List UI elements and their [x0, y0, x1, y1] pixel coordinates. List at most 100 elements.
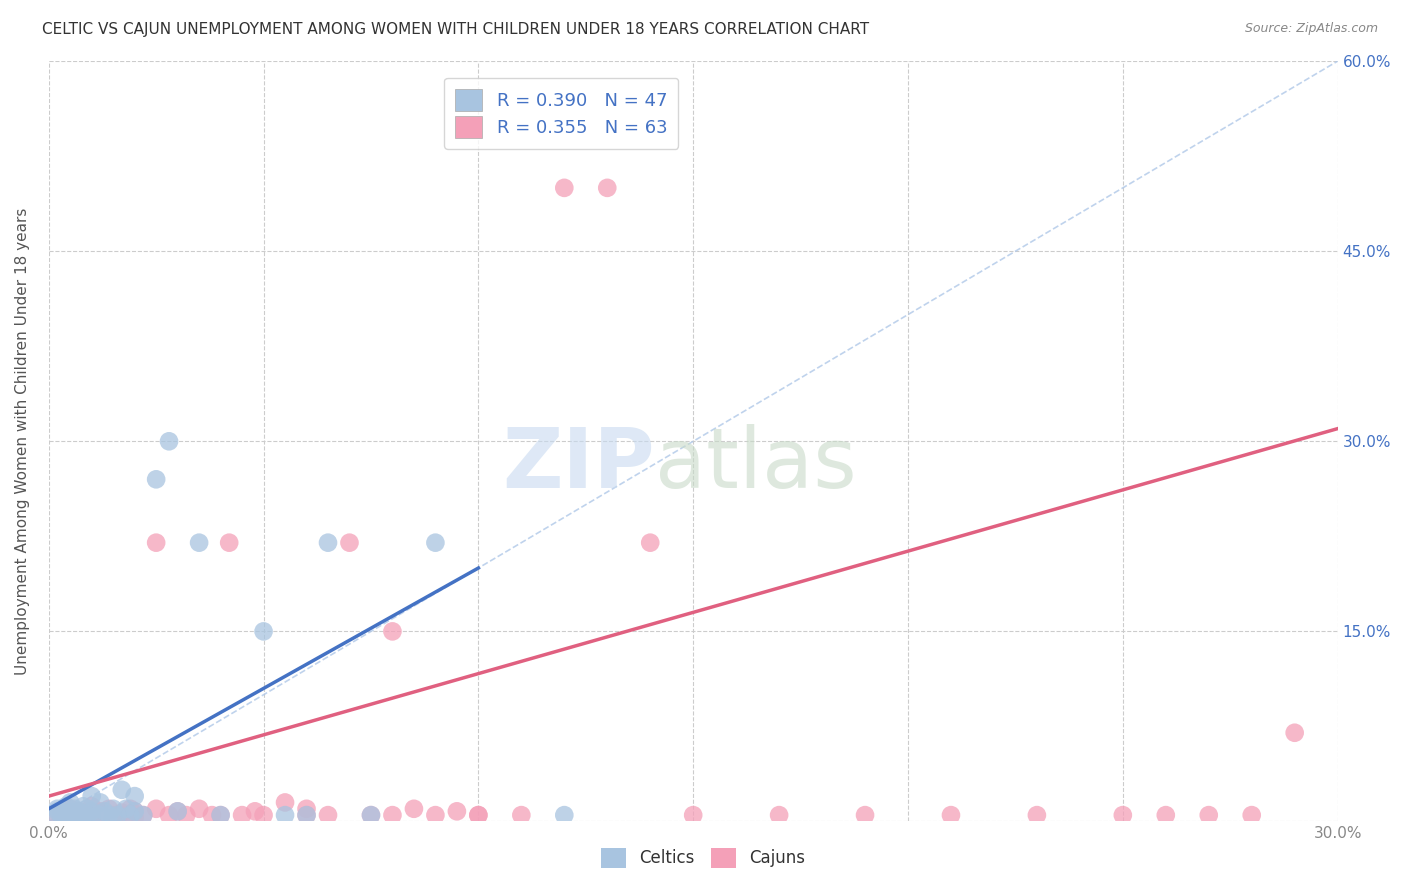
Point: [89, 808, 111, 822]
Point: [596, 181, 619, 195]
Point: [316, 535, 339, 549]
Point: [188, 802, 211, 816]
Point: [939, 808, 962, 822]
Point: [174, 808, 197, 822]
Point: [553, 181, 575, 195]
Point: [63, 808, 86, 822]
Point: [145, 535, 167, 549]
Point: [67, 805, 90, 819]
Point: [67, 811, 90, 825]
Point: [124, 789, 146, 804]
Point: [97, 808, 120, 822]
Text: CELTIC VS CAJUN UNEMPLOYMENT AMONG WOMEN WITH CHILDREN UNDER 18 YEARS CORRELATIO: CELTIC VS CAJUN UNEMPLOYMENT AMONG WOMEN…: [42, 22, 869, 37]
Point: [381, 808, 404, 822]
Point: [402, 802, 425, 816]
Point: [76, 811, 98, 825]
Point: [103, 802, 125, 816]
Point: [166, 805, 188, 819]
Point: [145, 802, 167, 816]
Text: ZIP: ZIP: [502, 424, 655, 505]
Point: [80, 805, 103, 819]
Point: [853, 808, 876, 822]
Point: [72, 811, 94, 825]
Point: [59, 802, 82, 816]
Point: [59, 811, 82, 825]
Point: [145, 472, 167, 486]
Point: [46, 805, 69, 819]
Point: [107, 811, 129, 825]
Point: [120, 802, 142, 816]
Point: [59, 796, 82, 810]
Point: [638, 535, 661, 549]
Point: [553, 808, 575, 822]
Point: [1025, 808, 1047, 822]
Point: [425, 808, 447, 822]
Point: [295, 802, 318, 816]
Point: [360, 808, 382, 822]
Point: [381, 624, 404, 639]
Point: [93, 808, 115, 822]
Point: [231, 808, 253, 822]
Text: Source: ZipAtlas.com: Source: ZipAtlas.com: [1244, 22, 1378, 36]
Point: [51, 811, 73, 825]
Point: [103, 808, 125, 822]
Point: [124, 811, 146, 825]
Point: [115, 808, 138, 822]
Point: [1284, 725, 1306, 739]
Point: [80, 808, 103, 822]
Legend: R = 0.390   N = 47, R = 0.355   N = 63: R = 0.390 N = 47, R = 0.355 N = 63: [444, 78, 678, 149]
Point: [63, 802, 86, 816]
Point: [46, 808, 69, 822]
Text: atlas: atlas: [655, 424, 856, 505]
Point: [132, 808, 155, 822]
Point: [59, 805, 82, 820]
Point: [55, 799, 77, 814]
Point: [316, 808, 339, 822]
Point: [107, 808, 129, 822]
Point: [339, 535, 361, 549]
Point: [76, 808, 98, 822]
Point: [209, 808, 232, 822]
Point: [201, 808, 224, 822]
Point: [89, 805, 111, 819]
Legend: Celtics, Cajuns: Celtics, Cajuns: [593, 841, 813, 875]
Point: [218, 535, 240, 549]
Point: [67, 805, 90, 819]
Point: [72, 799, 94, 814]
Point: [72, 806, 94, 821]
Point: [72, 808, 94, 822]
Point: [768, 808, 790, 822]
Point: [80, 799, 103, 814]
Point: [51, 811, 73, 825]
Point: [103, 811, 125, 825]
Point: [46, 802, 69, 816]
Point: [209, 808, 232, 822]
Point: [467, 808, 489, 822]
Point: [360, 808, 382, 822]
Point: [157, 434, 180, 449]
Point: [124, 805, 146, 819]
Point: [55, 808, 77, 822]
Point: [89, 796, 111, 810]
Point: [274, 796, 297, 810]
Point: [115, 802, 138, 816]
Point: [1112, 808, 1135, 822]
Point: [46, 808, 69, 822]
Point: [1154, 808, 1177, 822]
Point: [425, 535, 447, 549]
Point: [120, 808, 142, 822]
Point: [59, 811, 82, 825]
Point: [467, 808, 489, 822]
Point: [76, 802, 98, 816]
Point: [51, 805, 73, 820]
Point: [252, 624, 274, 639]
Point: [188, 535, 211, 549]
Point: [1240, 808, 1263, 822]
Point: [252, 808, 274, 822]
Point: [80, 811, 103, 825]
Point: [93, 805, 115, 819]
Point: [446, 805, 468, 819]
Point: [510, 808, 533, 822]
Point: [157, 808, 180, 822]
Point: [111, 805, 134, 820]
